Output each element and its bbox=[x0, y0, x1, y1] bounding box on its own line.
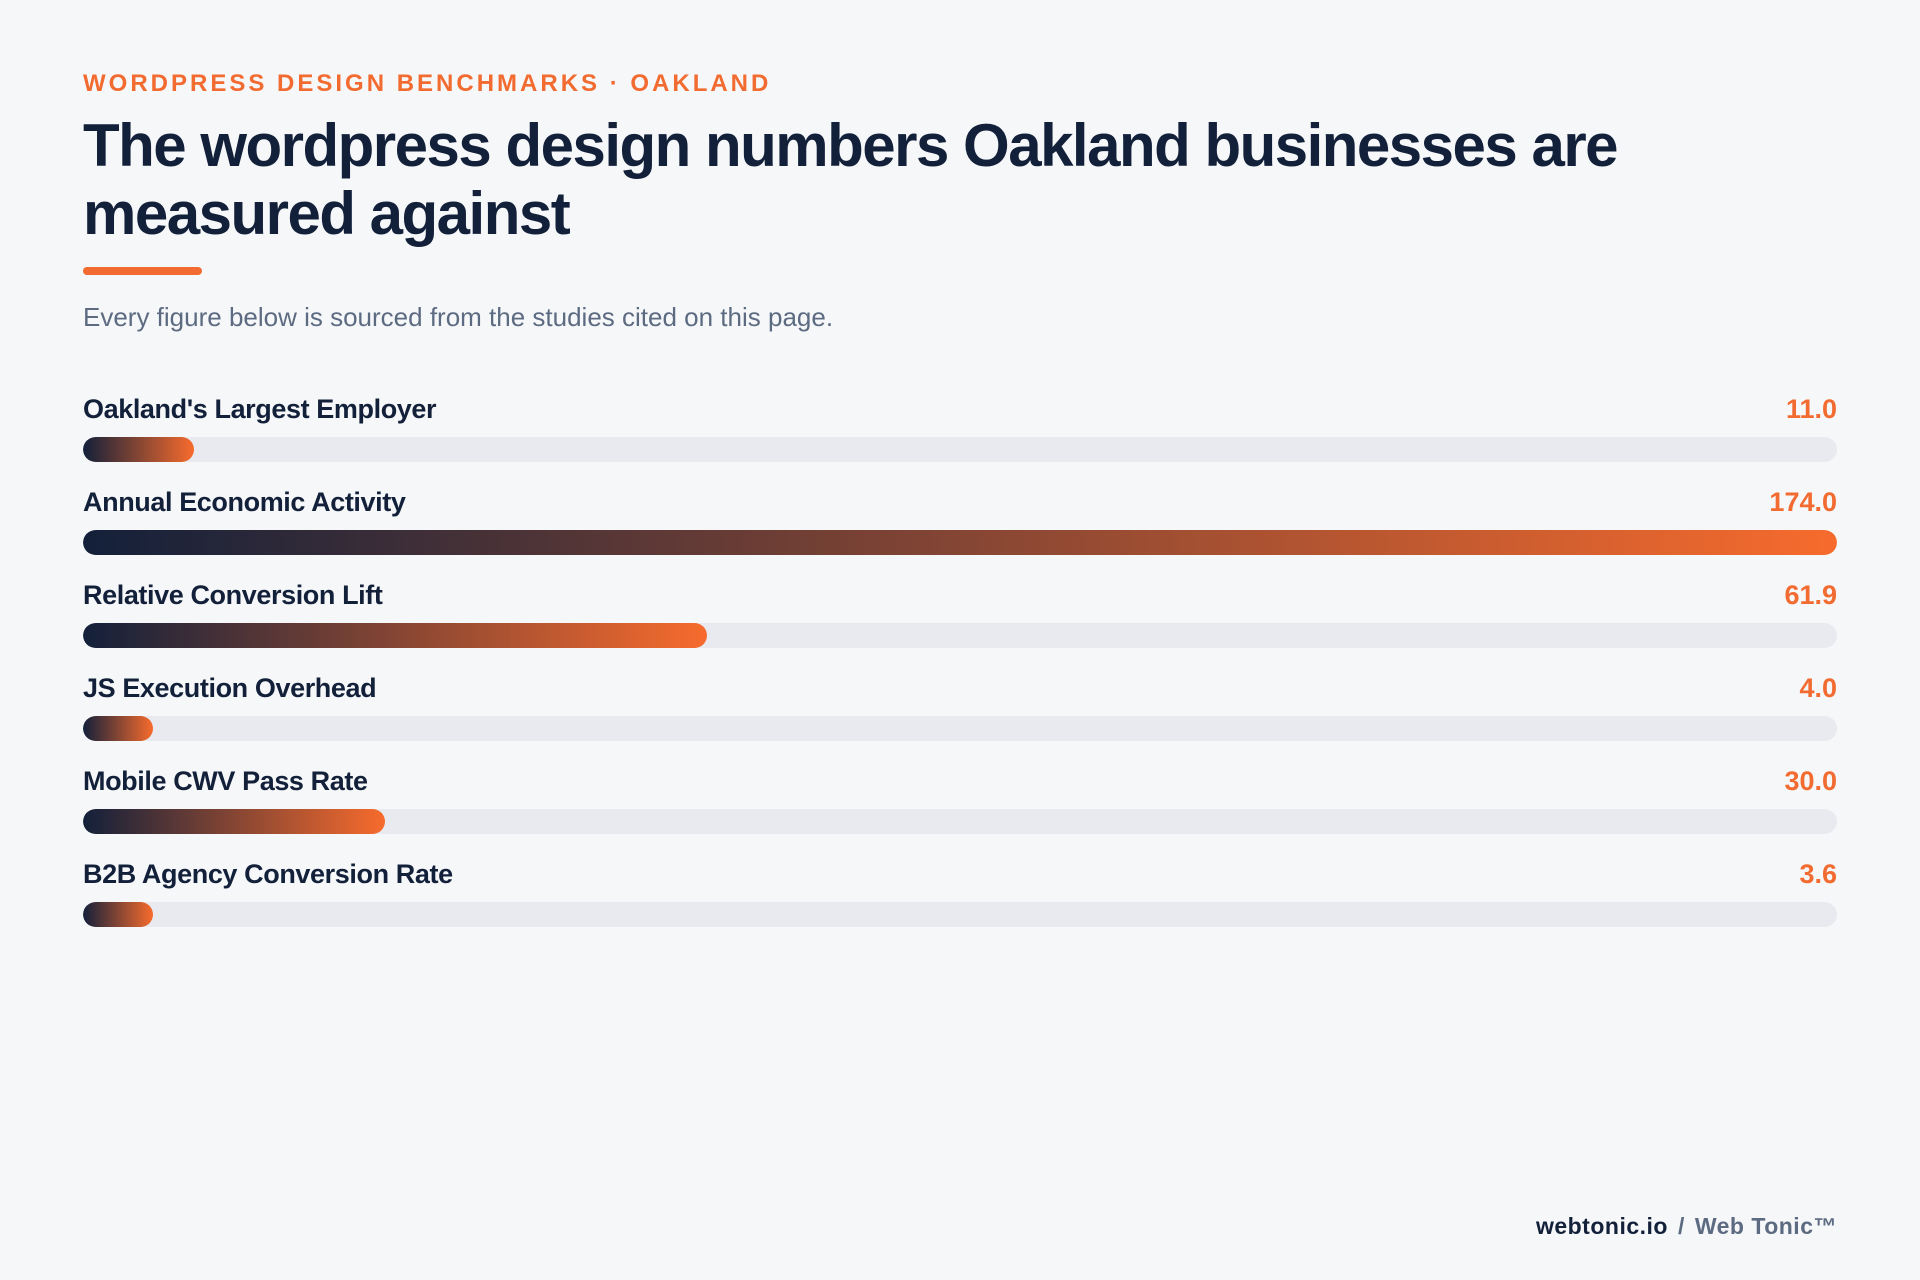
bar-fill bbox=[83, 902, 153, 927]
bar-fill bbox=[83, 809, 386, 834]
bar-label: Oakland's Largest Employer bbox=[83, 394, 437, 424]
footer-site[interactable]: webtonic.io bbox=[1535, 1213, 1668, 1239]
footer-separator: / bbox=[1677, 1213, 1685, 1239]
bar-fill bbox=[83, 530, 1837, 555]
bar-row: B2B Agency Conversion Rate 3.6 bbox=[83, 853, 1837, 933]
bar-track bbox=[83, 623, 1837, 648]
bar-value-label: 4.0 bbox=[1799, 673, 1837, 703]
page-title: The wordpress design numbers Oakland bus… bbox=[83, 112, 1619, 247]
bar-label: B2B Agency Conversion Rate bbox=[83, 859, 453, 889]
bar-value-label: 61.9 bbox=[1784, 580, 1837, 610]
bar-track bbox=[83, 902, 1837, 927]
bar-value-label: 11.0 bbox=[1785, 394, 1837, 424]
bar-row: Mobile CWV Pass Rate 30.0 bbox=[83, 760, 1837, 840]
eyebrow-label: WORDPRESS DESIGN BENCHMARKS · OAKLAND bbox=[83, 70, 772, 97]
bar-label: Relative Conversion Lift bbox=[83, 580, 383, 610]
bar-fill bbox=[83, 437, 194, 462]
bar-track bbox=[83, 716, 1837, 741]
bar-value-label: 30.0 bbox=[1784, 766, 1837, 796]
title-underline bbox=[83, 267, 202, 275]
bar-value-label: 174.0 bbox=[1769, 487, 1837, 517]
bar-row: Relative Conversion Lift 61.9 bbox=[83, 574, 1837, 654]
bar-row: Oakland's Largest Employer 11.0 bbox=[83, 388, 1837, 468]
bar-label: Mobile CWV Pass Rate bbox=[83, 766, 368, 796]
infographic: WORDPRESS DESIGN BENCHMARKS · OAKLAND Th… bbox=[83, 0, 1837, 1280]
bar-row: Annual Economic Activity 174.0 bbox=[83, 481, 1837, 561]
bar-row: JS Execution Overhead 4.0 bbox=[83, 667, 1837, 747]
benchmark-bar-chart: Oakland's Largest Employer 11.0 Annual Eco… bbox=[83, 388, 1837, 948]
bar-track bbox=[83, 437, 1837, 462]
bar-fill bbox=[83, 716, 153, 741]
page-subtitle: Every figure below is sourced from the s… bbox=[83, 302, 834, 332]
bar-track bbox=[83, 809, 1837, 834]
bar-track bbox=[83, 530, 1837, 555]
footer-brand: Web Tonic™ bbox=[1694, 1213, 1837, 1239]
bar-fill bbox=[83, 623, 707, 648]
footer-credit: webtonic.io / Web Tonic™ bbox=[1536, 1213, 1837, 1240]
bar-label: JS Execution Overhead bbox=[83, 673, 377, 703]
bar-label: Annual Economic Activity bbox=[83, 487, 406, 517]
bar-value-label: 3.6 bbox=[1799, 859, 1837, 889]
